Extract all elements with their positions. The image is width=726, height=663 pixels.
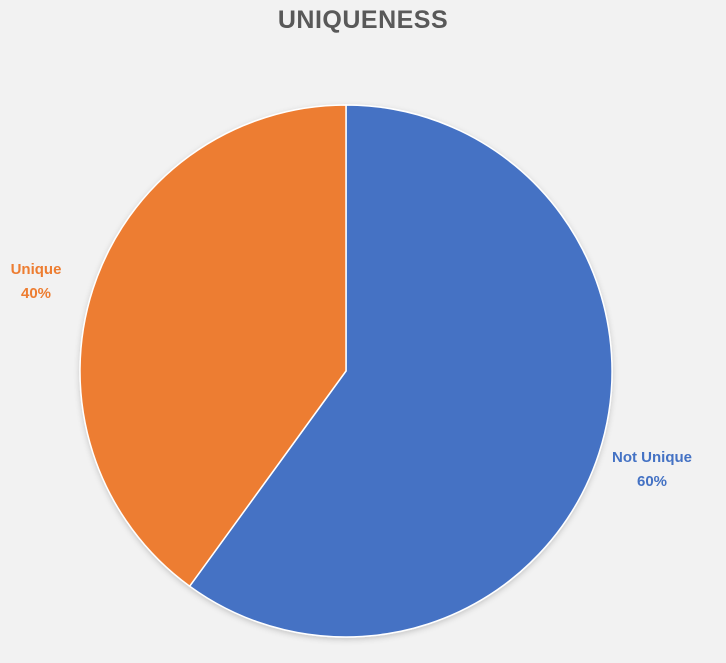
data-label-unique-percent: 40%	[21, 285, 51, 302]
pie-slice-not-unique	[188, 104, 613, 638]
pie-slice-unique	[79, 104, 347, 588]
data-label-not-unique-percent: 60%	[637, 473, 667, 490]
data-label-not-unique-name: Not Unique	[612, 449, 692, 466]
data-label-unique-name: Unique	[11, 261, 62, 278]
chart-title: UNIQUENESS	[277, 6, 449, 34]
pie-slices	[79, 104, 613, 638]
